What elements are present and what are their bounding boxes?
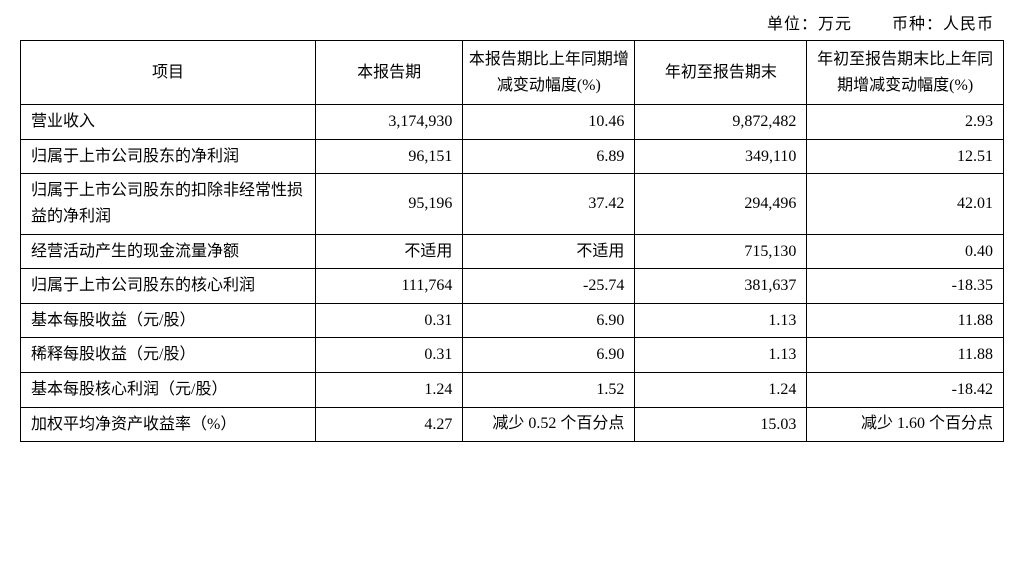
table-row: 归属于上市公司股东的扣除非经常性损益的净利润 95,196 37.42 294,… [21, 174, 1004, 234]
row-ytd: 1.13 [635, 338, 807, 373]
row-ytd: 381,637 [635, 269, 807, 304]
row-period: 不适用 [315, 234, 462, 269]
col-header-item: 项目 [21, 41, 316, 105]
row-label: 稀释每股收益（元/股） [21, 338, 316, 373]
table-header-row: 项目 本报告期 本报告期比上年同期增减变动幅度(%) 年初至报告期末 年初至报告… [21, 41, 1004, 105]
row-ytd-change: 减少 1.60 个百分点 [807, 407, 1004, 442]
row-ytd: 349,110 [635, 139, 807, 174]
row-ytd-change: 11.88 [807, 338, 1004, 373]
row-ytd-change: 2.93 [807, 105, 1004, 140]
row-label: 归属于上市公司股东的核心利润 [21, 269, 316, 304]
row-period-change: 1.52 [463, 372, 635, 407]
table-row: 归属于上市公司股东的核心利润 111,764 -25.74 381,637 -1… [21, 269, 1004, 304]
row-ytd-change: 12.51 [807, 139, 1004, 174]
row-period-change: -25.74 [463, 269, 635, 304]
row-period-change: 减少 0.52 个百分点 [463, 407, 635, 442]
row-ytd-change: -18.42 [807, 372, 1004, 407]
col-header-ytd: 年初至报告期末 [635, 41, 807, 105]
row-ytd: 715,130 [635, 234, 807, 269]
row-period: 1.24 [315, 372, 462, 407]
row-period-change: 6.89 [463, 139, 635, 174]
row-ytd: 9,872,482 [635, 105, 807, 140]
row-label: 营业收入 [21, 105, 316, 140]
row-period-change: 10.46 [463, 105, 635, 140]
row-period-change: 6.90 [463, 303, 635, 338]
financial-table: 项目 本报告期 本报告期比上年同期增减变动幅度(%) 年初至报告期末 年初至报告… [20, 40, 1004, 442]
row-period: 111,764 [315, 269, 462, 304]
unit-label: 单位：万元 [767, 16, 852, 33]
currency-label: 币种：人民币 [892, 16, 994, 33]
table-row: 营业收入 3,174,930 10.46 9,872,482 2.93 [21, 105, 1004, 140]
table-row: 经营活动产生的现金流量净额 不适用 不适用 715,130 0.40 [21, 234, 1004, 269]
table-row: 归属于上市公司股东的净利润 96,151 6.89 349,110 12.51 [21, 139, 1004, 174]
row-period: 0.31 [315, 303, 462, 338]
row-period: 95,196 [315, 174, 462, 234]
row-period: 0.31 [315, 338, 462, 373]
table-row: 基本每股收益（元/股） 0.31 6.90 1.13 11.88 [21, 303, 1004, 338]
row-ytd: 1.13 [635, 303, 807, 338]
unit-currency-line: 单位：万元 币种：人民币 [20, 10, 1004, 34]
row-ytd: 294,496 [635, 174, 807, 234]
table-row: 稀释每股收益（元/股） 0.31 6.90 1.13 11.88 [21, 338, 1004, 373]
row-label: 加权平均净资产收益率（%） [21, 407, 316, 442]
row-ytd-change: 11.88 [807, 303, 1004, 338]
row-label: 归属于上市公司股东的净利润 [21, 139, 316, 174]
row-ytd-change: -18.35 [807, 269, 1004, 304]
row-period-change: 不适用 [463, 234, 635, 269]
col-header-period-change: 本报告期比上年同期增减变动幅度(%) [463, 41, 635, 105]
table-row: 基本每股核心利润（元/股） 1.24 1.52 1.24 -18.42 [21, 372, 1004, 407]
row-period: 3,174,930 [315, 105, 462, 140]
row-period-change: 37.42 [463, 174, 635, 234]
row-label: 经营活动产生的现金流量净额 [21, 234, 316, 269]
row-ytd-change: 0.40 [807, 234, 1004, 269]
table-row: 加权平均净资产收益率（%） 4.27 减少 0.52 个百分点 15.03 减少… [21, 407, 1004, 442]
row-period: 4.27 [315, 407, 462, 442]
row-ytd: 1.24 [635, 372, 807, 407]
row-period: 96,151 [315, 139, 462, 174]
row-label: 基本每股核心利润（元/股） [21, 372, 316, 407]
row-label: 归属于上市公司股东的扣除非经常性损益的净利润 [21, 174, 316, 234]
table-body: 营业收入 3,174,930 10.46 9,872,482 2.93 归属于上… [21, 105, 1004, 442]
row-ytd: 15.03 [635, 407, 807, 442]
row-period-change: 6.90 [463, 338, 635, 373]
col-header-ytd-change: 年初至报告期末比上年同期增减变动幅度(%) [807, 41, 1004, 105]
col-header-period: 本报告期 [315, 41, 462, 105]
row-label: 基本每股收益（元/股） [21, 303, 316, 338]
row-ytd-change: 42.01 [807, 174, 1004, 234]
